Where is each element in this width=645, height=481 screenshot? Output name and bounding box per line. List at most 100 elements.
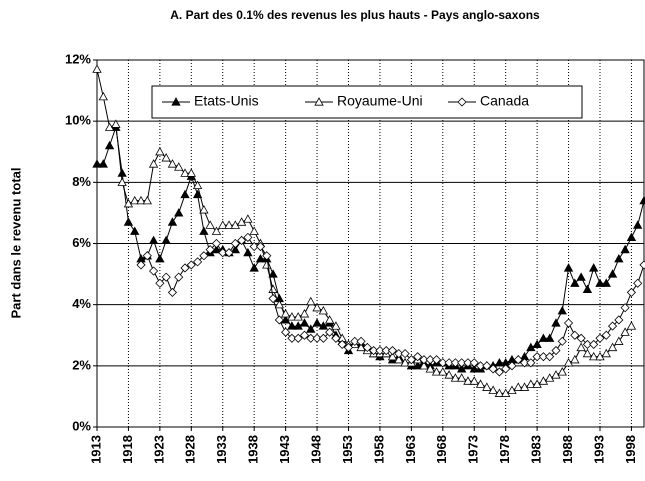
marker [92,159,102,168]
y-tick-label: 12% [65,51,91,66]
marker [211,244,222,254]
x-tick-label: 1998 [623,435,638,464]
marker [519,358,530,368]
marker [620,244,630,254]
marker [469,358,479,368]
marker [331,333,341,343]
marker [482,361,492,371]
marker [343,342,354,353]
marker [142,195,152,205]
marker [230,238,240,249]
marker [413,352,423,362]
marker [394,349,404,359]
marker [456,364,467,373]
marker [287,312,297,321]
marker [218,220,228,229]
marker [526,379,536,388]
marker [438,358,448,368]
marker [387,351,398,361]
x-tick-label: 1983 [529,435,544,464]
marker [224,220,234,229]
x-tick-label: 1928 [183,435,198,464]
marker [287,321,297,330]
marker [475,361,486,371]
marker [532,379,542,388]
marker [400,349,410,359]
marker [475,379,486,388]
y-axis-label: Part dans le revenu total [8,168,23,319]
y-tick-label: 10% [65,113,91,128]
marker [500,388,511,397]
marker [425,355,435,365]
marker [538,352,548,362]
marker [249,241,259,252]
marker [155,253,165,263]
marker [249,263,259,272]
marker [180,189,190,199]
marker [494,367,504,377]
marker [180,263,190,273]
marker [563,263,574,272]
marker [614,315,624,325]
legend-label: Etats-Unis [194,93,259,109]
marker [507,385,517,394]
marker [551,370,561,379]
marker [111,119,121,128]
marker [117,168,127,177]
marker [639,260,645,270]
marker [369,345,379,356]
x-tick-label: 1963 [403,435,418,464]
marker [318,333,328,343]
marker [626,321,637,330]
marker [314,97,324,106]
marker [287,333,297,343]
x-tick-label: 1988 [560,435,575,464]
marker [104,140,115,150]
marker [488,364,498,374]
x-tick-label: 1973 [466,435,481,464]
marker [444,358,454,368]
marker [633,278,643,288]
marker [513,355,523,365]
marker [532,352,542,362]
marker [545,333,555,342]
marker [243,214,253,223]
marker [394,354,404,364]
marker [607,321,618,331]
marker [123,217,134,226]
marker [167,287,178,297]
legend-label: Canada [480,93,529,109]
marker [538,333,549,342]
marker [456,373,467,382]
marker [563,318,574,328]
marker [626,232,637,241]
marker [589,263,599,272]
marker [381,345,391,356]
marker [98,91,108,101]
marker [463,358,473,368]
marker [324,315,335,324]
marker [293,321,303,330]
marker [237,235,247,246]
marker [570,354,580,364]
marker [299,309,310,318]
marker [375,345,385,356]
marker [268,269,278,278]
marker [419,355,429,365]
marker [444,370,454,379]
marker [130,195,140,205]
marker [142,251,152,261]
marker [582,348,593,358]
marker [199,205,209,214]
marker [255,253,266,263]
x-tick-label: 1913 [88,435,103,464]
x-tick-label: 1923 [151,435,166,464]
marker [431,367,442,376]
marker [337,339,347,349]
marker [614,336,624,345]
y-tick-label: 8% [72,174,91,189]
marker [167,159,178,168]
y-tick-label: 0% [72,418,91,433]
marker [494,357,505,367]
marker [463,376,473,385]
